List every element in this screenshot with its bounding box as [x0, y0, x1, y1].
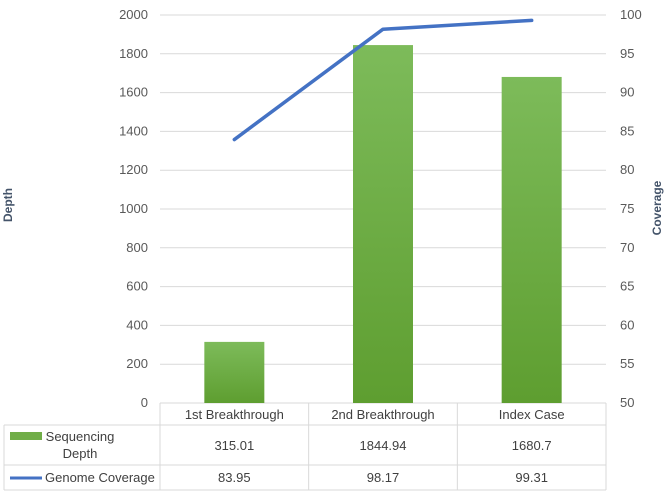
table-cell-coverage: 83.95	[218, 470, 251, 485]
table-cell-coverage: 98.17	[367, 470, 400, 485]
category-label: 1st Breakthrough	[185, 407, 284, 422]
depth-bar	[204, 341, 265, 403]
y2-tick-label: 100	[620, 7, 642, 22]
table-cell-depth: 1680.7	[512, 438, 552, 453]
y2-tick-label: 90	[620, 85, 634, 100]
y-tick-label: 2000	[119, 7, 148, 22]
y2-tick-label: 70	[620, 240, 634, 255]
y-tick-label: 600	[126, 279, 148, 294]
depth-bar	[501, 76, 562, 403]
y-tick-label: 200	[126, 356, 148, 371]
table-cell-coverage: 99.31	[515, 470, 548, 485]
y2-axis-title: Coverage	[650, 180, 664, 235]
legend-label-coverage: Genome Coverage	[45, 470, 155, 485]
y2-tick-label: 60	[620, 317, 634, 332]
y2-tick-label: 65	[620, 279, 634, 294]
y2-tick-label: 55	[620, 356, 634, 371]
y-tick-label: 1600	[119, 85, 148, 100]
legend-swatch-bar	[10, 432, 42, 440]
y-tick-label: 0	[141, 395, 148, 410]
legend-label-depth: Sequencing	[46, 429, 115, 444]
y2-tick-label: 80	[620, 162, 634, 177]
y2-tick-label: 50	[620, 395, 634, 410]
data-table: 1st Breakthrough 2nd Breakthrough Index Ca…	[3, 402, 607, 491]
y2-axis-ticks: 50 55 60 65 70 75 80 85 90 95 100	[620, 7, 642, 410]
table-cell-depth: 315.01	[214, 438, 254, 453]
y-tick-label: 1400	[119, 123, 148, 138]
depth-bar	[353, 45, 413, 404]
y-tick-label: 1200	[119, 162, 148, 177]
y-tick-label: 1800	[119, 46, 148, 61]
y-axis-ticks: 0 200 400 600 800 1000 1200 1400 1600 1800 2000	[119, 7, 148, 410]
coverage-line-group	[232, 18, 534, 142]
coverage-line	[232, 18, 534, 142]
table-cell-depth: 1844.94	[360, 438, 407, 453]
y2-tick-label: 85	[620, 123, 634, 138]
y2-tick-label: 75	[620, 201, 634, 216]
legend-label-depth: Depth	[63, 446, 98, 461]
y-tick-label: 400	[126, 317, 148, 332]
depth-bars	[204, 45, 562, 404]
y-tick-label: 1000	[119, 201, 148, 216]
category-label: 2nd Breakthrough	[331, 407, 434, 422]
y2-tick-label: 95	[620, 46, 634, 61]
category-label: Index Case	[499, 407, 565, 422]
y-axis-title: Depth	[1, 188, 15, 222]
y-tick-label: 800	[126, 240, 148, 255]
